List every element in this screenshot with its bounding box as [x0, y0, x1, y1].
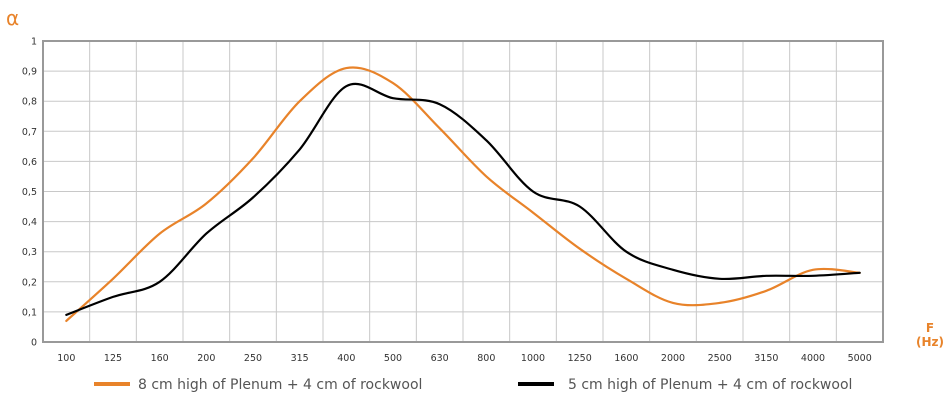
- series-line-black: [65, 82, 861, 316]
- x-axis-label: F: [926, 321, 934, 335]
- y-tick-label: 0,4: [22, 217, 37, 228]
- x-tick-label: 3150: [754, 353, 778, 364]
- y-tick-label: 0,9: [22, 67, 37, 78]
- y-tick-label: 1: [31, 37, 37, 48]
- x-tick-label: 160: [151, 353, 169, 364]
- x-tick-labels: 100 125 160 200 250 315 400 500 630 800 1000 1250 16…: [57, 353, 871, 364]
- y-tick-label: 0,1: [22, 307, 37, 318]
- x-axis-unit: (Hz): [916, 335, 944, 349]
- x-tick-label: 4000: [801, 353, 825, 364]
- x-tick-label: 1250: [568, 353, 592, 364]
- x-tick-label: 250: [244, 353, 262, 364]
- y-tick-label: 0,5: [22, 187, 37, 198]
- x-tick-label: 200: [197, 353, 215, 364]
- x-tick-label: 125: [104, 353, 122, 364]
- y-tick-label: 0,7: [22, 127, 37, 138]
- x-tick-label: 630: [431, 353, 449, 364]
- series-line-orange: [65, 66, 861, 322]
- y-tick-label: 0,6: [22, 157, 37, 168]
- x-tick-label: 500: [384, 353, 402, 364]
- y-tick-label: 0: [31, 338, 37, 349]
- series-lines: [65, 66, 861, 322]
- y-tick-label: 0,2: [22, 277, 37, 288]
- legend-label-orange: 8 cm high of Plenum + 4 cm of rockwool: [138, 377, 422, 393]
- x-tick-label: 800: [477, 353, 495, 364]
- grid: [42, 40, 884, 343]
- y-tick-label: 0,3: [22, 247, 37, 258]
- x-tick-label: 1600: [614, 353, 638, 364]
- y-tick-labels: 0 0,1 0,2 0,3 0,4 0,5 0,6 0,7 0,8 0,9 1: [22, 37, 37, 349]
- x-tick-label: 2500: [708, 353, 732, 364]
- y-axis-label: α: [6, 6, 19, 30]
- plot-frame: [42, 40, 884, 343]
- x-tick-label: 5000: [848, 353, 872, 364]
- x-tick-label: 2000: [661, 353, 685, 364]
- legend-label-black: 5 cm high of Plenum + 4 cm of rockwool: [568, 377, 852, 393]
- legend: 8 cm high of Plenum + 4 cm of rockwool 5…: [94, 377, 852, 393]
- y-tick-label: 0,8: [22, 97, 37, 108]
- x-tick-label: 400: [337, 353, 355, 364]
- x-tick-label: 315: [291, 353, 309, 364]
- x-tick-label: 100: [57, 353, 75, 364]
- x-tick-label: 1000: [521, 353, 545, 364]
